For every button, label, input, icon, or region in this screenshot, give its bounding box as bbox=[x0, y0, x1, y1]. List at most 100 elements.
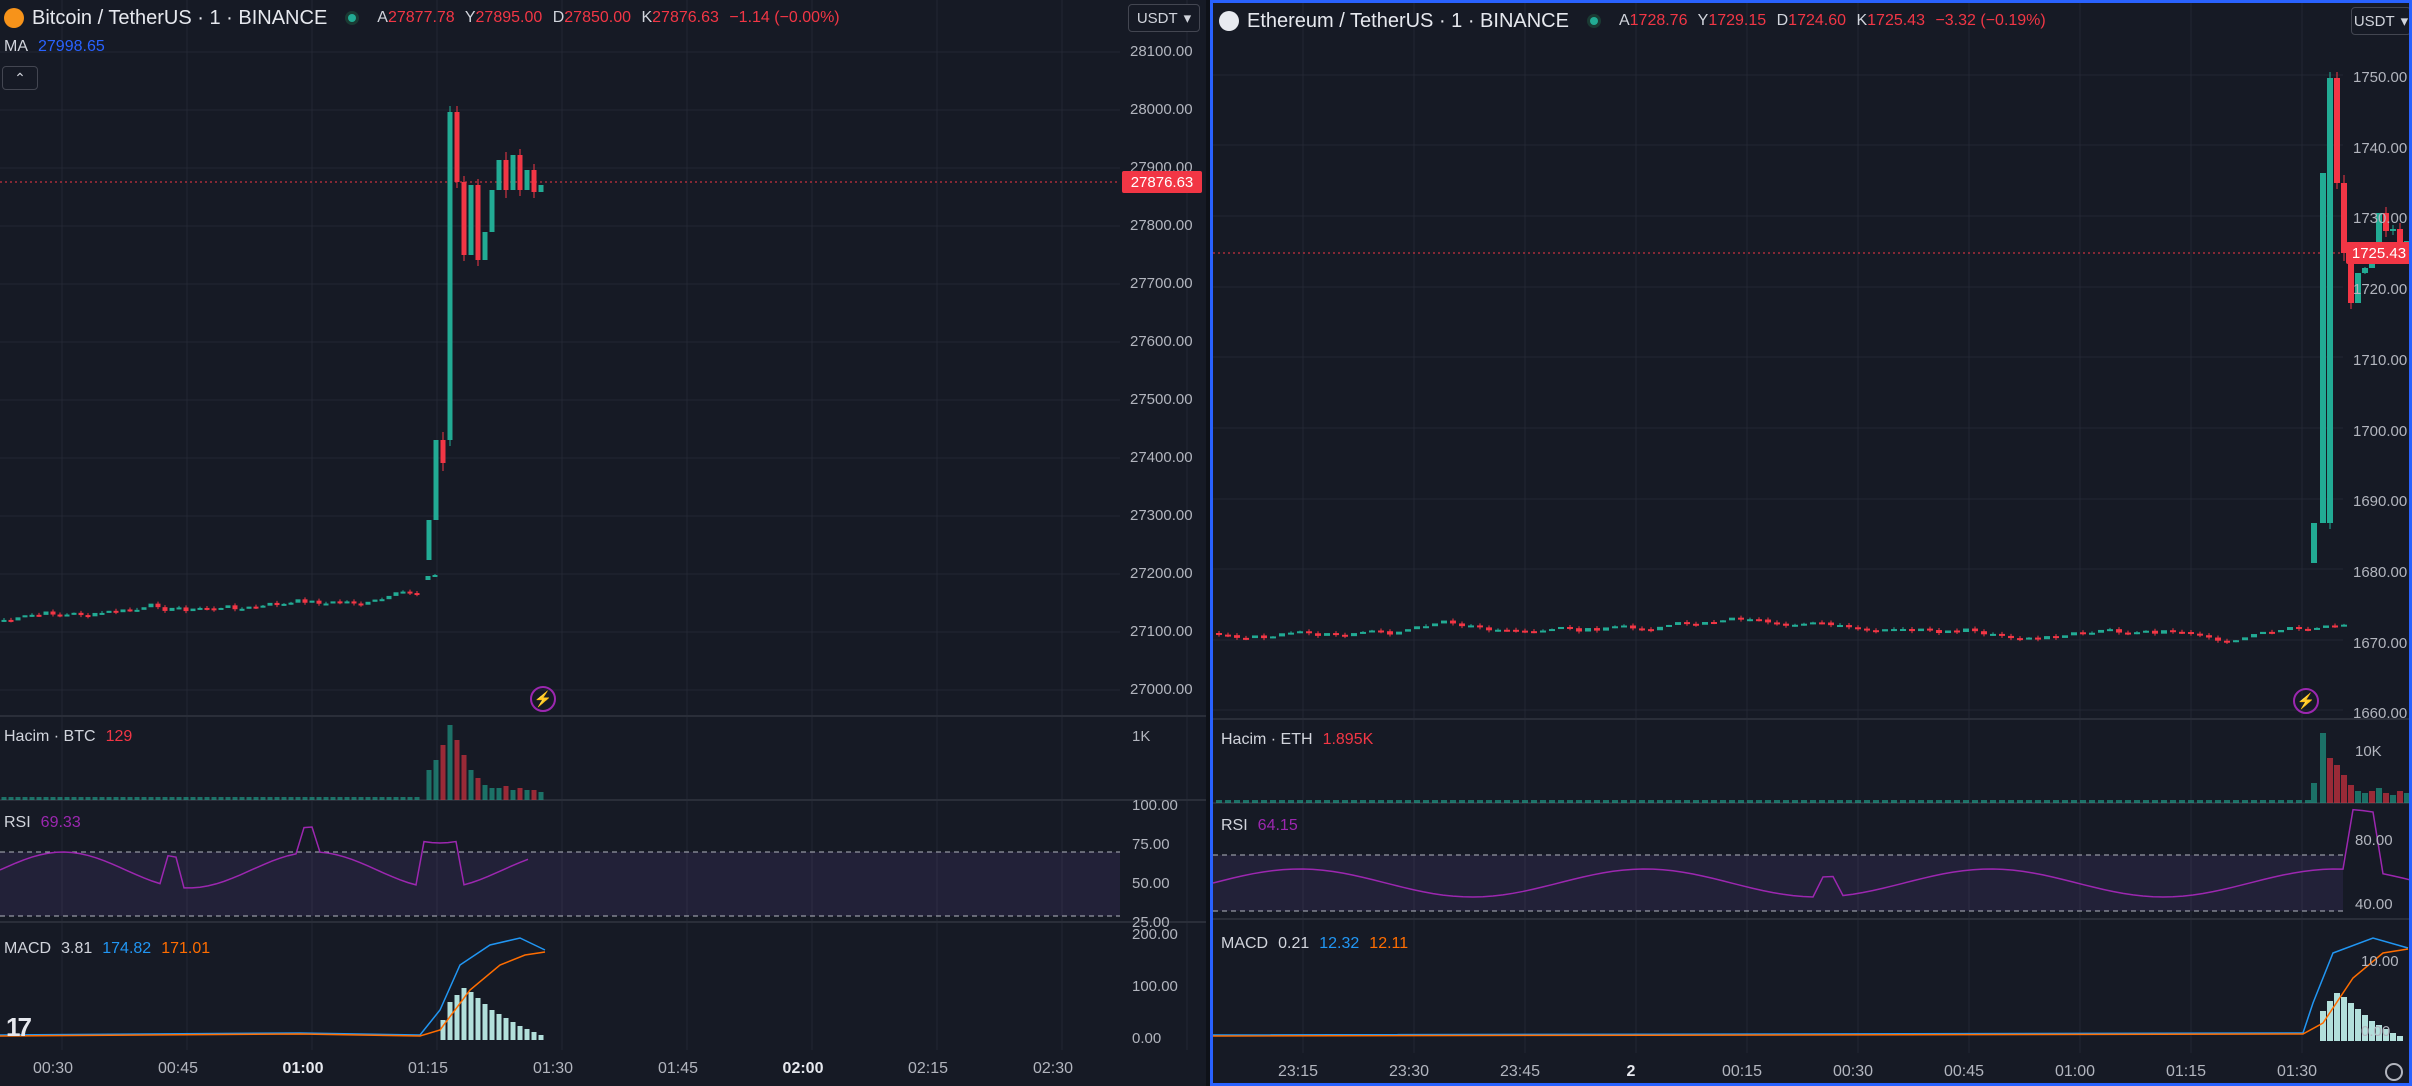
pane-divider[interactable] bbox=[1206, 0, 1210, 1086]
volume-bar bbox=[2269, 800, 2275, 803]
btc-volume-legend[interactable]: Hacim · BTC 129 bbox=[4, 728, 133, 745]
candle bbox=[155, 603, 161, 608]
candle bbox=[1891, 629, 1897, 632]
lightning-icon[interactable]: ⚡ bbox=[530, 686, 556, 712]
candle bbox=[1, 619, 7, 622]
candle bbox=[316, 600, 322, 604]
candle bbox=[2287, 627, 2293, 631]
volume-bar bbox=[1864, 800, 1870, 803]
candle bbox=[22, 615, 28, 618]
candle bbox=[1315, 633, 1321, 636]
candle bbox=[1432, 623, 1438, 627]
volume-bar bbox=[1702, 800, 1708, 803]
volume-bar bbox=[337, 797, 343, 800]
tradingview-logo[interactable]: 17 bbox=[6, 1012, 32, 1042]
candle bbox=[1648, 629, 1654, 632]
candle bbox=[309, 600, 315, 603]
candle bbox=[162, 607, 168, 611]
volume-bar bbox=[288, 797, 294, 800]
eth-macd-tick: 0.00 bbox=[2361, 1023, 2391, 1040]
volume-bar bbox=[1621, 800, 1627, 803]
eth-volume-legend[interactable]: Hacim · ETH 1.895K bbox=[1221, 731, 1374, 748]
macd-histogram-bar bbox=[482, 1004, 488, 1040]
btc-symbol-title[interactable]: Bitcoin / TetherUS · 1 · BINANCE bbox=[32, 6, 328, 29]
candle bbox=[2323, 625, 2329, 628]
volume-bar bbox=[120, 797, 126, 800]
volume-bar bbox=[2080, 800, 2086, 803]
volume-bar bbox=[113, 797, 119, 800]
candle bbox=[1981, 631, 1987, 635]
gear-icon[interactable] bbox=[2385, 1063, 2403, 1081]
macd-histogram-bar bbox=[517, 1026, 523, 1040]
btc-currency-unit-button[interactable]: USDT ▾ bbox=[1128, 4, 1200, 32]
candle bbox=[1828, 622, 1834, 626]
rsi-line bbox=[0, 826, 529, 889]
candle bbox=[1801, 623, 1807, 626]
btc-chart-canvas[interactable] bbox=[0, 0, 1208, 1086]
btc-rsi-tick: 100.00 bbox=[1132, 797, 1178, 814]
candle bbox=[2071, 632, 2077, 636]
btc-chart-pane[interactable]: Bitcoin / TetherUS · 1 · BINANCE A27877.… bbox=[0, 0, 1208, 1086]
macd-histogram-bar bbox=[2383, 1029, 2389, 1041]
btc-macd-legend[interactable]: MACD 3.81 174.82 171.01 bbox=[4, 940, 211, 957]
collapse-legend-button[interactable]: ⌃ bbox=[2, 66, 38, 90]
btc-time-tick: 01:30 bbox=[532, 1060, 574, 1077]
eth-macd-legend[interactable]: MACD 0.21 12.32 12.11 bbox=[1221, 935, 1409, 952]
volume-bar bbox=[92, 797, 98, 800]
candle bbox=[1441, 620, 1447, 624]
eth-currency-unit-button[interactable]: USDT ▾ bbox=[2351, 7, 2409, 35]
volume-bar bbox=[1756, 800, 1762, 803]
btc-time-tick: 02:30 bbox=[1032, 1060, 1074, 1077]
volume-bar bbox=[1279, 800, 1285, 803]
eth-chart-pane[interactable]: Ethereum / TetherUS · 1 · BINANCE A1728.… bbox=[1210, 0, 2412, 1086]
btc-price-tick: 27300.00 bbox=[1130, 507, 1193, 524]
candle bbox=[1855, 627, 1861, 630]
btc-price-tick: 27700.00 bbox=[1130, 275, 1193, 292]
candle bbox=[2143, 630, 2149, 633]
eth-chart-canvas[interactable] bbox=[1213, 3, 2412, 1086]
candle bbox=[1225, 634, 1231, 637]
btc-ma-legend[interactable]: MA 27998.65 bbox=[4, 38, 105, 55]
volume-bar bbox=[2251, 800, 2257, 803]
volume-bar bbox=[204, 797, 210, 800]
btc-rsi-tick: 50.00 bbox=[1132, 875, 1170, 892]
candle bbox=[274, 602, 280, 606]
candle bbox=[1756, 619, 1762, 622]
volume-bar bbox=[2260, 800, 2266, 803]
candle bbox=[1765, 619, 1771, 623]
candle bbox=[379, 599, 385, 602]
candle bbox=[1360, 631, 1366, 634]
volume-bar bbox=[162, 797, 168, 800]
macd-histogram-bar bbox=[2390, 1033, 2396, 1041]
candle bbox=[447, 112, 453, 440]
eth-rsi-legend[interactable]: RSI 64.15 bbox=[1221, 817, 1298, 834]
candle bbox=[64, 614, 70, 617]
volume-bar bbox=[2348, 785, 2354, 803]
volume-bar bbox=[379, 797, 385, 800]
candle bbox=[1747, 619, 1753, 622]
volume-bar bbox=[2341, 775, 2347, 803]
candle bbox=[36, 614, 42, 617]
volume-bar bbox=[1837, 800, 1843, 803]
candle bbox=[1324, 633, 1330, 636]
btc-macd-tick: 0.00 bbox=[1132, 1030, 1162, 1047]
volume-bar bbox=[1342, 800, 1348, 803]
candle bbox=[2179, 631, 2185, 634]
candle bbox=[1666, 624, 1672, 627]
btc-rsi-legend[interactable]: RSI 69.33 bbox=[4, 814, 81, 831]
volume-bar bbox=[393, 797, 399, 800]
eth-legend-header: Ethereum / TetherUS · 1 · BINANCE A1728.… bbox=[1219, 7, 2052, 35]
volume-bar bbox=[1495, 800, 1501, 803]
btc-macd-tick: 200.00 bbox=[1132, 926, 1178, 943]
volume-bar bbox=[1693, 800, 1699, 803]
eth-symbol-title[interactable]: Ethereum / TetherUS · 1 · BINANCE bbox=[1247, 9, 1569, 32]
volume-bar bbox=[323, 797, 329, 800]
volume-bar bbox=[1666, 800, 1672, 803]
candle bbox=[1612, 626, 1618, 629]
volume-bar bbox=[426, 770, 432, 800]
lightning-icon[interactable]: ⚡ bbox=[2293, 688, 2319, 714]
candle bbox=[295, 599, 301, 603]
eth-macd-tick: 10.00 bbox=[2361, 953, 2399, 970]
volume-bar bbox=[134, 797, 140, 800]
candle bbox=[1540, 630, 1546, 633]
